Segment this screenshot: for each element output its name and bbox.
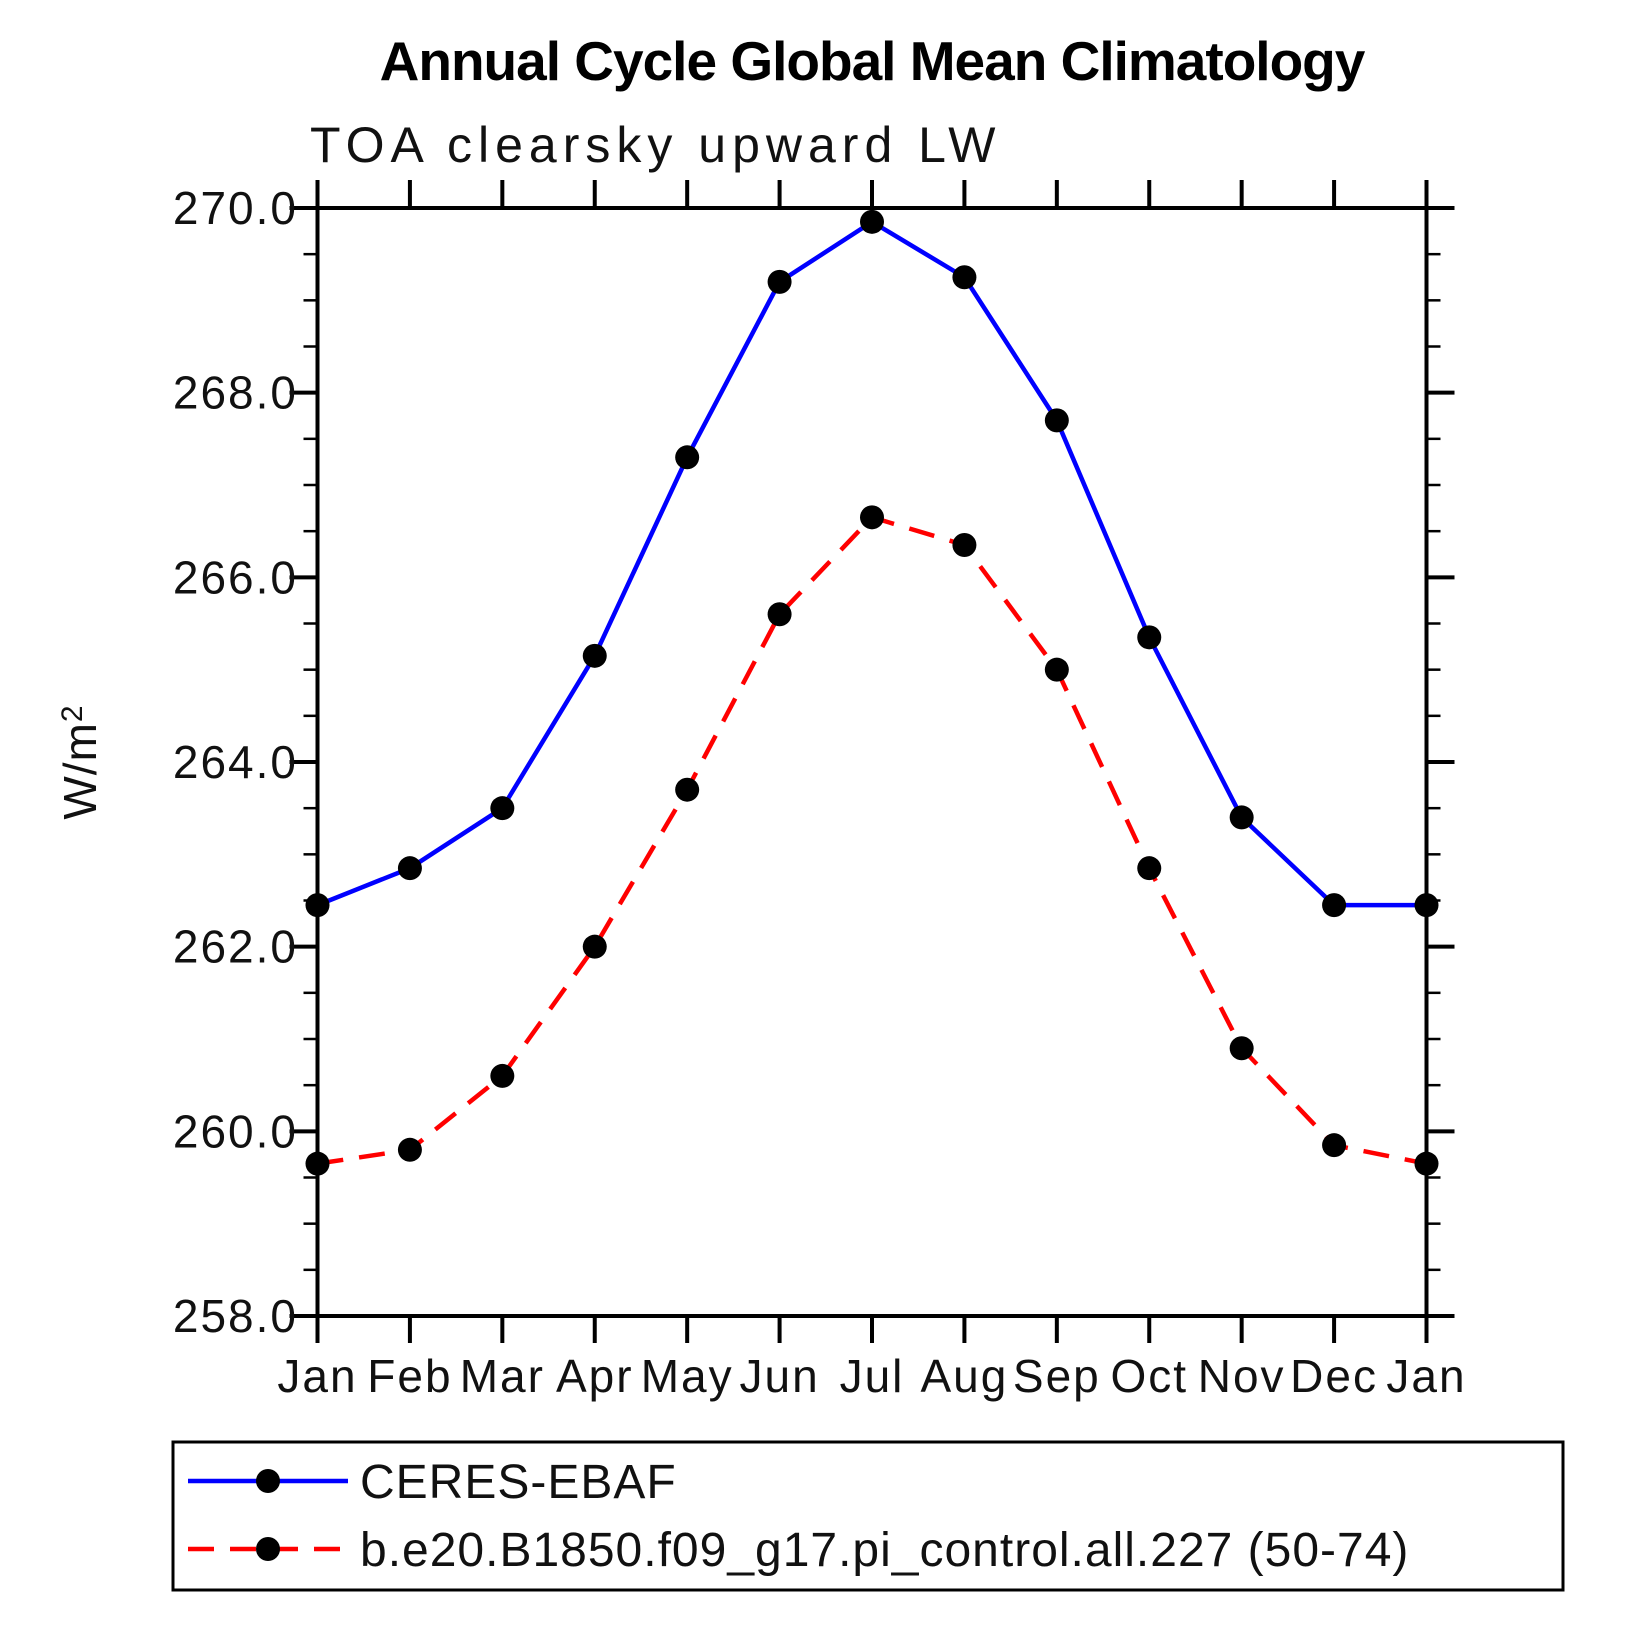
x-tick-label: May	[641, 1350, 734, 1402]
data-point-marker-s1	[397, 1137, 422, 1162]
data-point-marker-s0	[860, 209, 884, 234]
x-tick-label: Jan	[277, 1350, 357, 1402]
x-tick-label: Mar	[460, 1350, 545, 1402]
x-tick-label: Dec	[1290, 1350, 1378, 1402]
x-tick-label: Aug	[920, 1350, 1008, 1402]
x-tick-label: Feb	[367, 1350, 452, 1402]
legend: CERES-EBAF b.e20.B1850.f09_g17.pi_control…	[171, 1440, 1565, 1592]
data-point-marker-s1	[675, 777, 700, 802]
data-point-marker-s1	[305, 1151, 330, 1176]
data-point-marker-s1	[1414, 1151, 1439, 1176]
data-point-marker-s1	[860, 505, 884, 530]
legend-label: b.e20.B1850.f09_g17.pi_control.all.227 (…	[360, 1524, 1409, 1577]
legend-label: CERES-EBAF	[360, 1456, 677, 1509]
x-axis-tick-labels: Jan Feb Mar Apr May Jun Jul Aug Sep Oct Nov Dec Jan	[277, 1350, 1466, 1402]
y-axis-tick-labels: 258.0 260.0 262.0 264.0 266.0 268.0 270.0	[173, 182, 298, 1342]
chart-title: Annual Cycle Global Mean Climatology	[380, 30, 1366, 92]
x-tick-label: Jan	[1386, 1350, 1466, 1402]
data-point-marker-s0	[1229, 805, 1254, 830]
data-point-marker-s1	[490, 1063, 515, 1088]
y-tick-label: 266.0	[173, 551, 298, 603]
data-point-marker-s0	[1137, 625, 1162, 650]
data-point-marker-s0	[952, 265, 977, 290]
y-tick-label: 270.0	[173, 182, 298, 234]
x-tick-label: Jul	[840, 1350, 905, 1402]
legend-item-1: b.e20.B1850.f09_g17.pi_control.all.227 (…	[188, 1524, 1409, 1577]
legend-marker	[256, 1469, 280, 1493]
y-axis-title-unit: W/m	[54, 722, 106, 820]
y-axis-title: W/m2	[54, 704, 106, 819]
data-point-marker-s1	[582, 934, 607, 959]
data-point-marker-s0	[397, 856, 422, 881]
data-point-marker-s1	[1044, 657, 1069, 682]
legend-items: CERES-EBAF b.e20.B1850.f09_g17.pi_control…	[188, 1456, 1409, 1577]
data-point-marker-s0	[490, 796, 515, 821]
data-point-marker-s1	[1229, 1036, 1254, 1061]
axis-ticks	[289, 180, 1455, 1343]
legend-box	[171, 1440, 1565, 1592]
x-tick-label: Sep	[1013, 1350, 1101, 1402]
legend-item-0: CERES-EBAF	[188, 1456, 677, 1509]
data-point-marker-s0	[305, 893, 330, 918]
data-point-marker-s1	[952, 533, 977, 558]
data-point-marker-s0	[1322, 893, 1347, 918]
y-tick-label: 264.0	[173, 736, 298, 788]
data-point-marker-s1	[1322, 1133, 1347, 1158]
data-point-marker-s0	[1044, 408, 1069, 433]
x-tick-label: Nov	[1198, 1350, 1286, 1402]
legend-marker	[256, 1537, 280, 1561]
y-tick-label: 260.0	[173, 1105, 298, 1157]
data-point-marker-s0	[582, 643, 607, 668]
data-point-marker-s1	[1137, 856, 1162, 881]
data-point-marker-s0	[1414, 893, 1439, 918]
chart-subtitle: TOA clearsky upward LW	[310, 117, 1001, 173]
x-tick-label: Jun	[739, 1350, 819, 1402]
data-point-marker-s0	[767, 269, 792, 294]
y-tick-label: 262.0	[173, 921, 298, 973]
x-tick-label: Oct	[1110, 1350, 1188, 1402]
y-tick-label: 258.0	[173, 1290, 298, 1342]
data-point-marker-s0	[675, 445, 700, 470]
data-point-marker-s1	[767, 602, 792, 627]
y-tick-label: 268.0	[173, 367, 298, 419]
y-axis-title-superscript: 2	[56, 704, 89, 722]
x-tick-label: Apr	[556, 1350, 634, 1402]
series-markers	[305, 209, 1439, 1176]
